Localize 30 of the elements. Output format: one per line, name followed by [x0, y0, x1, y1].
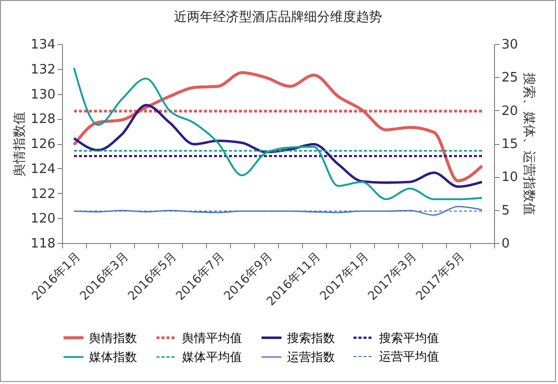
- legend-label: 搜索指数: [287, 330, 335, 345]
- y2-tick-label: 0: [502, 236, 510, 252]
- line-series: [72, 71, 484, 182]
- y-tick-label: 134: [30, 38, 56, 52]
- y2-axis-title: 搜索、媒体、运营指数值: [521, 72, 536, 216]
- y2-tick-label: 30: [502, 38, 518, 52]
- y-tick-label: 126: [30, 137, 56, 152]
- y-tick-label: 118: [30, 236, 56, 252]
- y-tick-label: 132: [30, 62, 56, 78]
- y-tick-label: 130: [30, 87, 56, 102]
- legend-label: 运营平均值: [379, 350, 439, 364]
- y-tick-label: 128: [30, 112, 56, 128]
- y-tick-label: 120: [30, 212, 56, 227]
- legend-label: 舆情平均值: [182, 330, 242, 345]
- chart-title: 近两年经济型酒店品牌细分维度趋势: [174, 9, 382, 25]
- legend-label: 舆情指数: [89, 330, 137, 345]
- legend-label: 搜索平均值: [379, 330, 439, 345]
- legend-label: 媒体平均值: [182, 350, 242, 364]
- legend-label: 媒体指数: [89, 350, 137, 364]
- y-tick-label: 122: [30, 186, 56, 202]
- legend-label: 运营指数: [287, 350, 335, 364]
- y2-tick-label: 5: [502, 203, 510, 218]
- y2-tick-label: 10: [502, 170, 518, 186]
- y2-tick-label: 20: [502, 104, 518, 119]
- line-series: [72, 104, 484, 188]
- y-tick-label: 124: [30, 162, 56, 177]
- y2-tick-label: 15: [502, 137, 518, 152]
- line-series: [73, 66, 483, 200]
- y-axis-title: 舆情指数值: [12, 112, 28, 176]
- y2-tick-label: 25: [502, 70, 518, 86]
